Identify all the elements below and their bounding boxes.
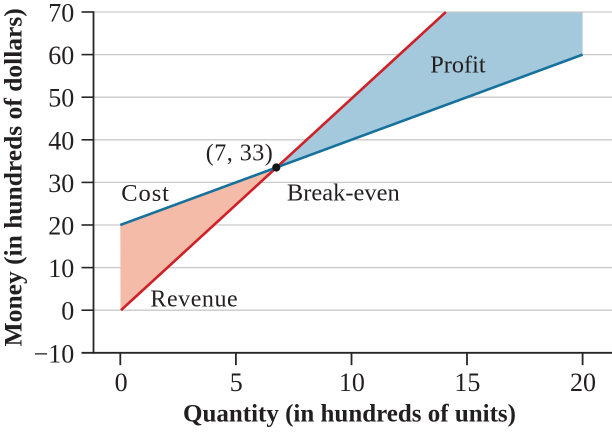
- svg-text:5: 5: [230, 368, 243, 397]
- svg-text:10: 10: [339, 368, 365, 397]
- svg-text:0: 0: [115, 368, 128, 397]
- svg-text:Cost: Cost: [121, 180, 170, 207]
- svg-text:60: 60: [48, 41, 74, 70]
- svg-text:(7, 33): (7, 33): [206, 140, 273, 166]
- svg-text:50: 50: [48, 84, 74, 113]
- svg-text:0: 0: [61, 297, 74, 326]
- svg-text:70: 70: [48, 0, 74, 28]
- svg-text:Money (in hundreds of dollars): Money (in hundreds of dollars): [0, 8, 28, 346]
- svg-text:−10: −10: [34, 339, 75, 368]
- svg-text:Quantity (in hundreds of units: Quantity (in hundreds of units): [183, 400, 516, 427]
- svg-text:30: 30: [48, 169, 74, 198]
- svg-text:Profit: Profit: [430, 51, 486, 78]
- svg-text:20: 20: [48, 212, 74, 241]
- svg-text:20: 20: [570, 368, 596, 397]
- svg-text:Break-even: Break-even: [287, 179, 400, 206]
- svg-text:40: 40: [48, 126, 74, 155]
- svg-text:Revenue: Revenue: [150, 287, 238, 313]
- svg-text:10: 10: [48, 254, 74, 283]
- svg-text:15: 15: [454, 368, 480, 397]
